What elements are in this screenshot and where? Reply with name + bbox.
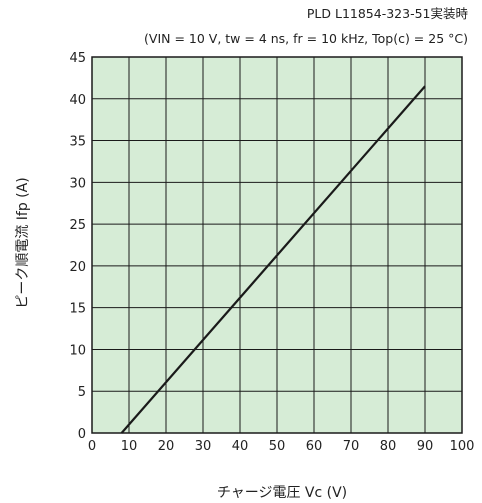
y-tick-label: 40 [69, 93, 86, 108]
x-tick-label: 80 [380, 439, 397, 454]
y-tick-label: 10 [69, 343, 86, 358]
series-line [120, 85, 426, 434]
y-tick-label: 35 [69, 135, 86, 150]
chart-annotation-line1: PLD L11854-323-51実装時 [307, 6, 469, 21]
data-series [120, 85, 426, 434]
x-tick-label: 90 [417, 439, 434, 454]
x-tick-label: 0 [88, 439, 96, 454]
chart-annotation-line2: (VIN = 10 V, tw = 4 ns, fr = 10 kHz, Top… [144, 31, 468, 46]
x-tick-label: 50 [269, 439, 286, 454]
x-tick-label: 10 [121, 439, 138, 454]
x-tick-label: 60 [306, 439, 323, 454]
plot-frame [91, 56, 463, 434]
x-tick-label: 40 [232, 439, 249, 454]
y-tick-label: 15 [69, 302, 86, 317]
y-axis-title: ピーク順電流 Ifp (A) [15, 177, 31, 308]
y-tick-label: 45 [69, 51, 86, 66]
y-tick-label: 30 [69, 176, 86, 191]
x-tick-label: 70 [343, 439, 360, 454]
x-axis-title: チャージ電圧 Vc (V) [217, 485, 347, 501]
x-tick-labels: 0 10 20 30 40 50 60 70 80 90 100 [88, 439, 475, 454]
x-tick-label: 30 [195, 439, 212, 454]
x-tick-label: 100 [450, 439, 475, 454]
y-tick-label: 25 [69, 218, 86, 233]
y-tick-label: 20 [69, 260, 86, 275]
x-tick-label: 20 [158, 439, 175, 454]
y-tick-label: 0 [78, 427, 86, 442]
y-tick-labels: 0 5 10 15 20 25 30 35 40 45 [69, 51, 86, 442]
y-tick-label: 5 [78, 385, 86, 400]
